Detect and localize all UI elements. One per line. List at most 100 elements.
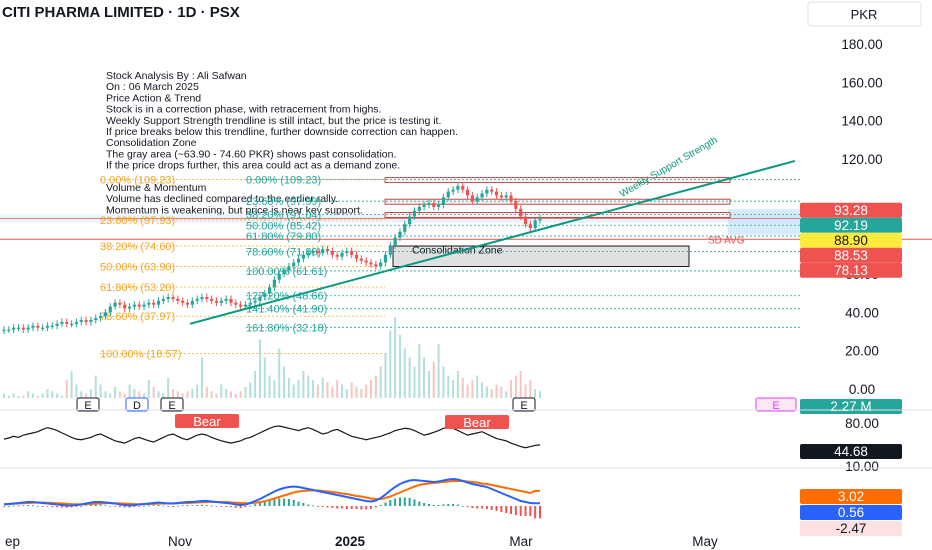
macd-histogram-bar	[331, 506, 334, 508]
volume-bar	[17, 395, 20, 398]
fib-label-right: 23.60% (97.99)	[246, 196, 321, 208]
candle-body	[272, 279, 277, 288]
event-marker	[755, 397, 797, 412]
volume-bar	[514, 375, 517, 398]
candle-body	[239, 304, 243, 307]
macd-histogram-bar	[302, 503, 305, 506]
volume-bar	[331, 386, 334, 398]
note-line: Stock is in a correction phase, with ret…	[106, 104, 381, 116]
volume-bar	[244, 386, 247, 398]
macd-histogram-bar	[162, 505, 165, 507]
macd-histogram-bar	[12, 505, 15, 507]
volume-bar	[181, 393, 184, 398]
candle-body	[243, 304, 248, 307]
candle-body	[311, 251, 315, 253]
currency-button-label: PKR	[851, 7, 878, 22]
macd-histogram-bar	[104, 505, 107, 507]
candle-body	[253, 300, 257, 303]
macd-histogram-bar	[524, 506, 527, 516]
volume-bar	[65, 380, 68, 398]
candle-body	[74, 321, 79, 324]
volume-bar	[398, 335, 401, 398]
volume-bar	[46, 389, 49, 398]
macd-histogram-bar	[447, 504, 450, 506]
macd-histogram-bar	[65, 506, 68, 508]
note-line: Volume has declined compared to the earl…	[106, 193, 338, 205]
volume-bar	[341, 384, 344, 398]
candle-body	[412, 210, 417, 217]
macd-histogram-bar	[423, 503, 426, 506]
volume-bar	[114, 386, 117, 398]
macd-histogram-bar	[345, 506, 348, 509]
candle-body	[292, 262, 296, 267]
rsi-line	[3, 425, 541, 449]
volume-bar	[152, 386, 155, 398]
volume-bar	[481, 382, 484, 398]
volume-bar	[442, 366, 445, 398]
price-zones: Consolidation Zone SD AVG	[0, 177, 932, 268]
note-line: If the price drops further, this area co…	[106, 160, 400, 172]
candle-body	[422, 205, 426, 207]
macd-histogram-bar	[461, 506, 464, 507]
volume-bar	[268, 375, 271, 398]
macd-value-box	[800, 505, 902, 520]
macd-histogram-bar	[442, 504, 445, 506]
macd-histogram-bar	[234, 506, 237, 508]
candle-body	[350, 251, 354, 255]
macd-histogram-bar	[186, 505, 189, 506]
rsi-value: 44.68	[834, 444, 868, 459]
candle-body	[219, 300, 223, 303]
candle-body	[379, 262, 383, 267]
macd-histogram-bar	[336, 506, 339, 509]
candle-body	[364, 260, 368, 263]
candle-body	[354, 254, 359, 259]
volume-bar	[403, 348, 406, 398]
candle-body	[142, 304, 146, 307]
macd-histogram-bar	[200, 504, 203, 506]
macd-histogram-bar	[341, 506, 344, 509]
macd-histogram-bar	[138, 506, 141, 507]
volume-bar	[3, 393, 5, 398]
volume-bar	[485, 386, 488, 398]
fib-label-right: 100.00% (61.61)	[246, 266, 327, 278]
volume-bar	[94, 375, 97, 398]
price-label: 92.19	[834, 218, 868, 233]
volume-bar	[452, 380, 455, 398]
volume-bar	[437, 344, 440, 398]
candle-body	[267, 287, 272, 294]
volume-bar	[80, 391, 83, 398]
note-line: Stock Analysis By : Ali Safwan	[106, 70, 247, 82]
bear-label: Bear	[463, 415, 491, 430]
macd-histogram-bar	[350, 506, 353, 509]
price-tick: 180.00	[841, 37, 882, 52]
macd-histogram-bar	[41, 506, 44, 507]
rsi-tick: 10.00	[845, 459, 879, 474]
volume-bar	[234, 393, 237, 398]
macd-histogram-bar	[316, 506, 319, 507]
volume-bar	[89, 389, 92, 398]
candle-body	[456, 185, 460, 190]
chart-title: CITI PHARMA LIMITED · 1D · PSX	[2, 4, 240, 21]
candle-body	[137, 304, 141, 307]
currency-button[interactable]: PKR	[807, 1, 922, 27]
volume-bar	[99, 384, 102, 398]
macd-histogram-bar	[17, 505, 20, 507]
volume-bar	[283, 366, 286, 398]
volume-bar	[287, 377, 290, 398]
volume-bar	[70, 371, 73, 398]
volume-bar	[292, 384, 295, 398]
volume-bar	[360, 389, 363, 398]
volume-bar	[505, 391, 508, 398]
macd-histogram-bar	[471, 506, 474, 508]
volume-bar	[466, 384, 469, 398]
volume-bar	[22, 395, 25, 398]
volume-bar	[524, 384, 527, 398]
macd-histogram-bar	[505, 506, 508, 513]
candle-body	[98, 316, 103, 319]
macd-histogram-bar	[374, 506, 377, 508]
macd-histogram-bar	[123, 506, 126, 508]
macd-histogram-bar	[510, 506, 513, 514]
candle-body	[427, 203, 431, 205]
resistance-box	[384, 198, 731, 205]
time-tick: Mar	[509, 534, 533, 549]
